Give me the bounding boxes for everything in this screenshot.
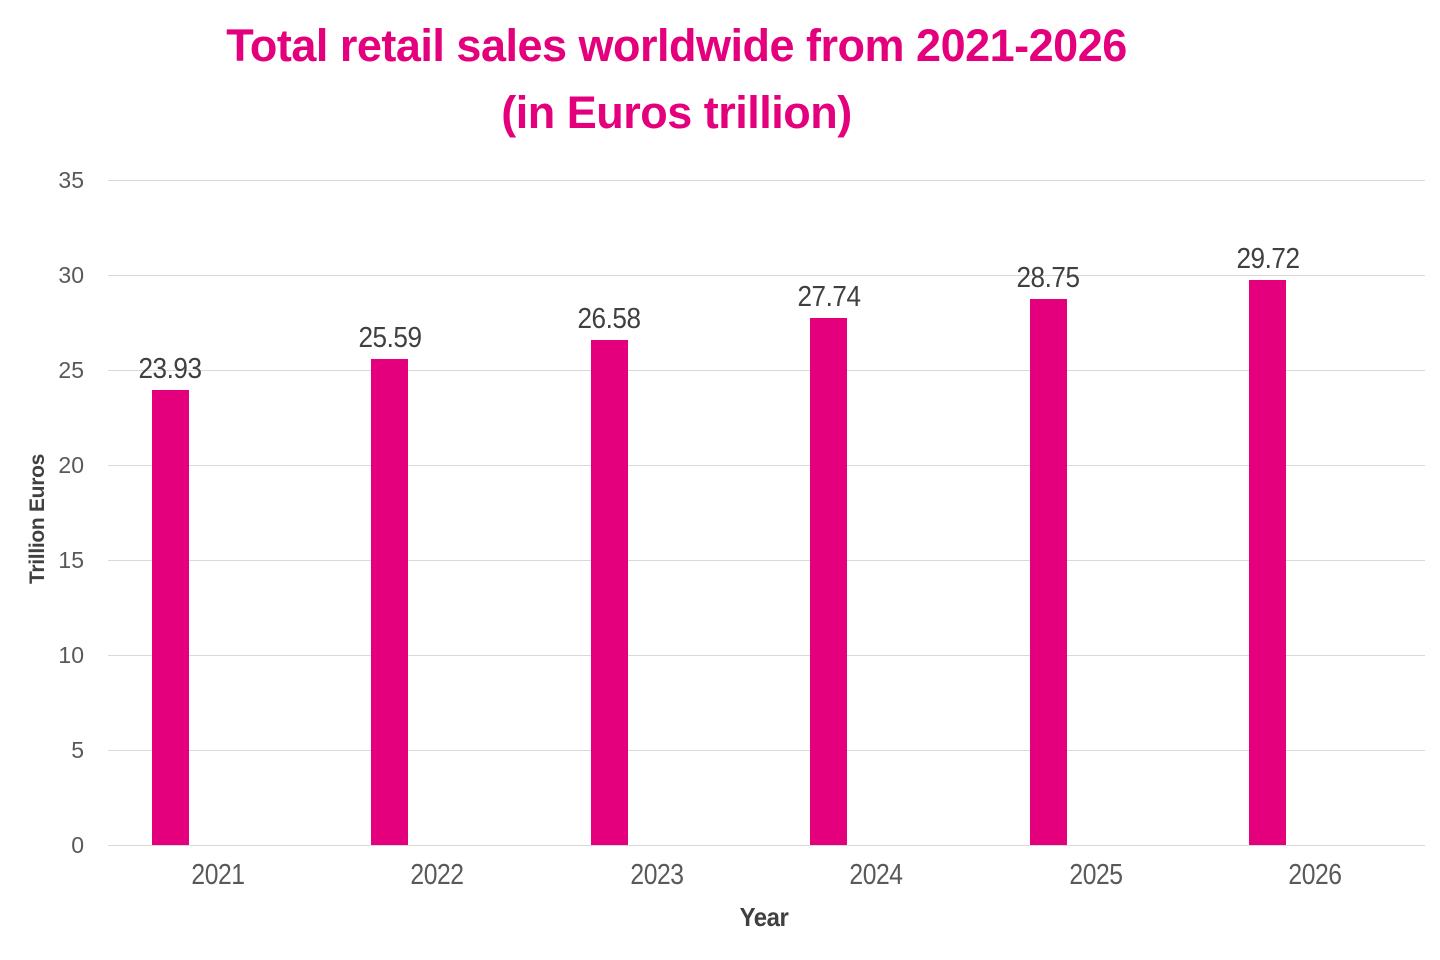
gridline-5 [108,750,1425,751]
x-tick-label-2021: 2021 [191,859,245,891]
x-axis-title: Year [739,902,789,932]
bar-value-label-2025: 28.75 [1016,261,1080,294]
gridline-25 [108,370,1425,371]
gridline-35 [108,180,1425,181]
bar-2021 [151,390,189,845]
y-tick-label: 5 [71,737,84,763]
y-tick-label: 10 [58,642,84,668]
bar-value-label-2022: 25.59 [357,321,422,354]
y-tick-label: 15 [58,547,84,573]
y-tick-label: 35 [58,167,84,193]
chart-title-line1: Total retail sales worldwide from 2021-2… [226,20,1127,71]
bar-value-label-2023: 26.58 [577,302,641,335]
y-tick-label: 0 [71,832,84,858]
y-tick-label: 25 [58,357,84,383]
y-tick-label: 30 [58,262,84,288]
bar-value-label-2024: 27.74 [796,280,861,313]
gridline-20 [108,465,1425,466]
gridline-15 [108,560,1425,561]
chart-title-line2: (in Euros trillion) [501,87,852,138]
gridline-0 [108,845,1425,846]
x-tick-label-2023: 2023 [630,859,684,891]
x-tick-label-2025: 2025 [1069,859,1123,891]
bar-2022 [371,358,408,845]
bar-2025 [1029,298,1067,845]
bar-value-label-2021: 23.93 [138,353,202,386]
y-tick-label: 20 [58,452,84,478]
bar-value-label-2026: 29.72 [1235,243,1300,276]
x-tick-label-2022: 2022 [410,859,465,891]
bar-2026 [1249,280,1286,845]
bar-2024 [810,317,847,845]
x-tick-label-2026: 2026 [1288,859,1343,891]
gridline-10 [108,655,1425,656]
gridline-30 [108,275,1425,276]
bar-2023 [590,339,628,845]
x-tick-label-2024: 2024 [849,859,904,891]
